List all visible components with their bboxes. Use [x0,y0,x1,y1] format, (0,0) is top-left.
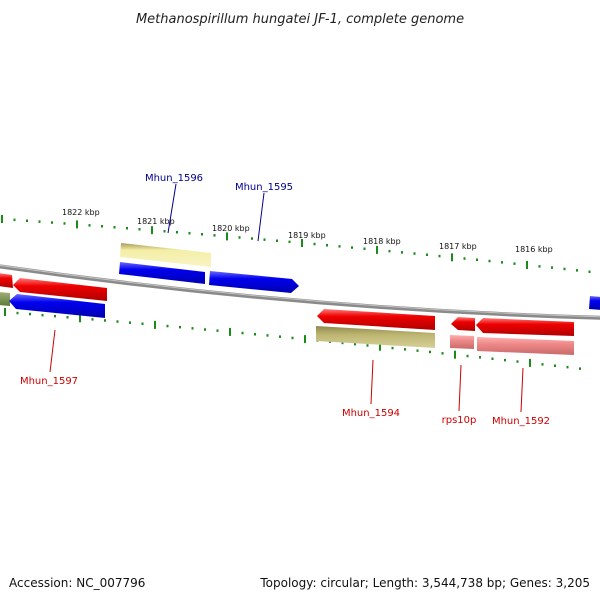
cds-feature-mhun-1595[interactable] [209,271,299,293]
leader-mhun-1595 [257,192,265,242]
cds-feature-mhun-1596[interactable] [119,262,205,284]
gene-feature-mhun-1596[interactable] [120,243,211,267]
cds-feature-rps10p[interactable] [451,317,475,331]
cds-feature-mhun-1597-upper[interactable] [13,278,107,301]
leader-mhun-1594 [370,359,374,405]
gene-labels: Mhun_1596 Mhun_1595 Mhun_1597 Mhun_1594 … [20,173,550,427]
gene-label[interactable]: Mhun_1597 [20,376,78,387]
gene-label[interactable]: rps10p [442,415,477,426]
gene-label[interactable]: Mhun_1595 [235,182,293,193]
cds-feature-left-edge[interactable] [0,273,13,288]
gene-label[interactable]: Mhun_1592 [492,416,550,427]
tick-labels: 1822 kbp 1821 kbp 1820 kbp 1819 kbp 1818… [62,208,553,254]
reverse-features [0,273,574,355]
gene-feature-mhun-1594[interactable] [316,326,435,348]
rna-feature-rps10p[interactable] [450,335,474,349]
gene-feature-left-edge[interactable] [0,292,10,306]
accession-text: Accession: NC_007796 [9,576,146,590]
gene-label[interactable]: Mhun_1596 [145,173,203,184]
cds-feature-right-edge[interactable] [589,296,600,310]
genome-summary-text: Topology: circular; Length: 3,544,738 bp… [260,576,590,590]
tick-label: 1817 kbp [439,242,477,251]
leader-mhun-1597 [49,329,56,373]
forward-features [119,243,600,310]
gene-label[interactable]: Mhun_1594 [342,408,400,419]
cds-feature-mhun-1597[interactable] [9,294,105,318]
label-leaders [49,183,524,413]
tick-label: 1816 kbp [515,245,553,254]
leader-mhun-1596 [167,183,177,234]
leader-rps10p [458,364,462,412]
tick-label: 1821 kbp [137,217,175,226]
gene-feature-mhun-1592[interactable] [477,337,574,355]
tick-label: 1819 kbp [288,231,326,240]
map-title: Methanospirillum hungatei JF-1, complete… [136,12,464,27]
tick-label: 1818 kbp [363,237,401,246]
leader-mhun-1592 [520,367,524,413]
tick-label: 1820 kbp [212,224,250,233]
tick-label: 1822 kbp [62,208,100,217]
cds-feature-mhun-1592[interactable] [476,318,574,336]
upper-tick-arc [1,215,591,273]
genome-backbone [0,264,600,320]
cds-feature-mhun-1594[interactable] [317,309,435,330]
